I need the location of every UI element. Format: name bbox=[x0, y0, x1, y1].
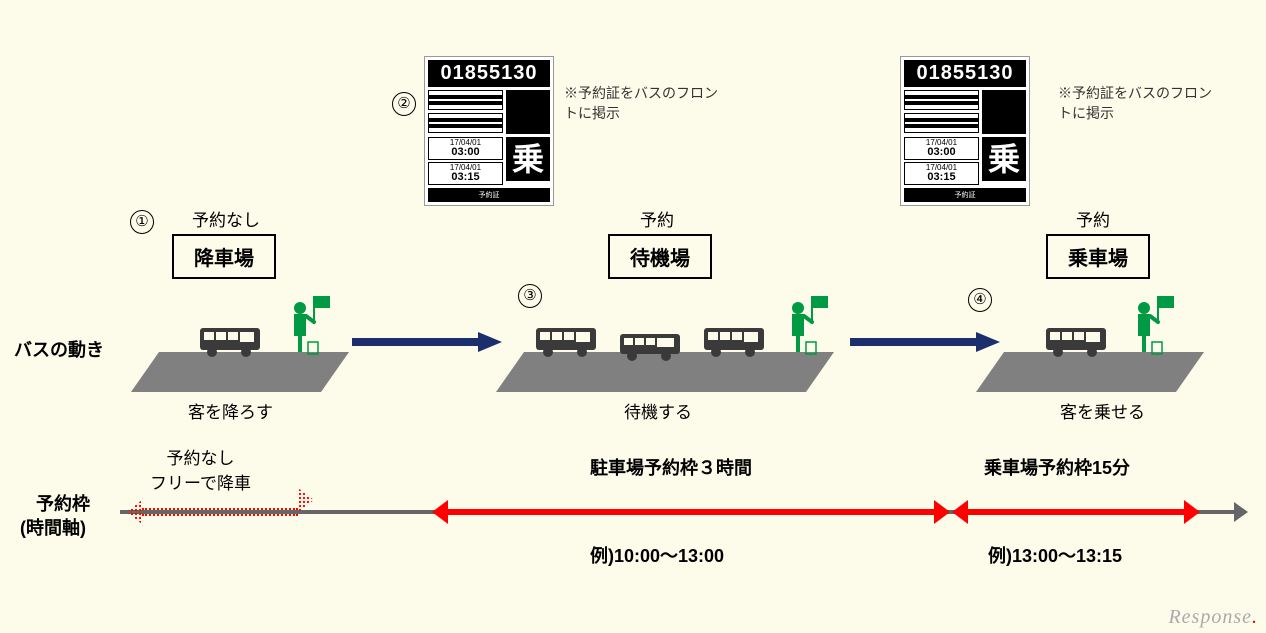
station-3-box: 待機場 bbox=[608, 234, 712, 279]
station-3-above: 予約 bbox=[640, 206, 674, 231]
ticket-date-1: 17/04/0103:00 bbox=[428, 137, 503, 160]
timeline-boarding-span bbox=[966, 504, 1186, 520]
station-3-num: ③ bbox=[518, 284, 542, 308]
ticket-footer: 予約証 bbox=[904, 188, 1026, 202]
station-3-below: 待機する bbox=[624, 398, 692, 423]
bus-icon bbox=[702, 322, 772, 358]
ticket-bar bbox=[428, 113, 503, 133]
bus-icon bbox=[198, 322, 268, 358]
timeline-boarding-label: 乗車場予約枠15分 bbox=[984, 454, 1130, 480]
arrow-right-icon bbox=[352, 330, 502, 354]
station-2-num: ② bbox=[392, 92, 416, 116]
bus-icon bbox=[1044, 322, 1114, 358]
bus-movement-label: バスの動き bbox=[14, 336, 104, 362]
ticket-1-note: ※予約証をバスのフロントに掲示 bbox=[564, 84, 718, 123]
ticket-bar bbox=[904, 90, 979, 110]
ticket-bar bbox=[428, 90, 503, 110]
timeslot-label-2: (時間軸) bbox=[20, 514, 86, 540]
timeline-parking-label: 駐車場予約枠３時間 bbox=[590, 454, 752, 480]
timeline-example-2: 例)13:00～13:15 bbox=[988, 542, 1122, 568]
ticket-date-1: 17/04/0103:00 bbox=[904, 137, 979, 160]
bus-icon bbox=[618, 330, 688, 362]
ticket-footer: 予約証 bbox=[428, 188, 550, 202]
person-flag-icon bbox=[286, 296, 334, 356]
platform-1 bbox=[131, 352, 349, 392]
ticket-number: 01855130 bbox=[428, 60, 550, 87]
ticket-square bbox=[506, 90, 550, 134]
station-1-above: 予約なし bbox=[192, 206, 260, 231]
ticket-bar bbox=[904, 113, 979, 133]
ticket-square bbox=[982, 90, 1026, 134]
station-4-above: 予約 bbox=[1076, 206, 1110, 231]
ticket-2-note: ※予約証をバスのフロントに掲示 bbox=[1058, 84, 1212, 123]
timeline-free-label: 予約なし フリーで降車 bbox=[150, 444, 251, 494]
watermark: Response. bbox=[1168, 606, 1258, 629]
ticket-kanji: 乗 bbox=[506, 137, 550, 181]
ticket-kanji: 乗 bbox=[982, 137, 1026, 181]
timeline-free-span bbox=[132, 504, 308, 520]
timeline-example-1: 例)10:00～13:00 bbox=[590, 542, 724, 568]
station-4-box: 乗車場 bbox=[1046, 234, 1150, 279]
platform-4 bbox=[976, 352, 1204, 392]
station-4-below: 客を乗せる bbox=[1060, 398, 1145, 423]
timeslot-label-1: 予約枠 bbox=[36, 490, 90, 516]
station-1-box: 降車場 bbox=[172, 234, 276, 279]
ticket-number: 01855130 bbox=[904, 60, 1026, 87]
station-1-below: 客を降ろす bbox=[188, 398, 273, 423]
ticket-1: 01855130 17/04/0103:00 17/04/0103:15 乗 予… bbox=[424, 56, 554, 206]
station-1-num: ① bbox=[130, 210, 154, 234]
person-flag-icon bbox=[1130, 296, 1178, 356]
ticket-date-2: 17/04/0103:15 bbox=[428, 162, 503, 185]
station-4-num: ④ bbox=[968, 288, 992, 312]
timeline-parking-span bbox=[446, 504, 936, 520]
ticket-date-2: 17/04/0103:15 bbox=[904, 162, 979, 185]
bus-icon bbox=[534, 322, 604, 358]
person-flag-icon bbox=[784, 296, 832, 356]
arrow-right-icon bbox=[850, 330, 1000, 354]
ticket-2: 01855130 17/04/0103:00 17/04/0103:15 乗 予… bbox=[900, 56, 1030, 206]
